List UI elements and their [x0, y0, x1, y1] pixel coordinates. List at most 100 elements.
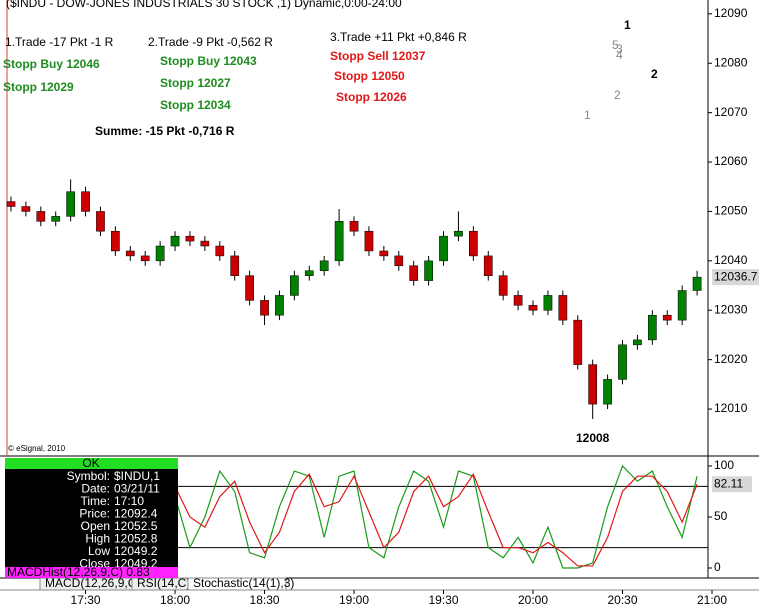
annotation: Stopp Sell 12037: [330, 49, 426, 63]
annotation: Stopp 12027: [160, 76, 231, 90]
annotation: Stopp 12026: [336, 90, 407, 104]
y-tick-label: 100: [714, 458, 734, 472]
annotation: 2.Trade -9 Pkt -0,562 R: [148, 35, 273, 49]
status-bar: [5, 458, 178, 469]
annotation: Stopp 12034: [160, 98, 231, 112]
tab-label[interactable]: Stochastic(14(1),3): [193, 576, 294, 590]
annotation: 5: [612, 38, 619, 52]
last-price-label: 12036.7: [714, 269, 758, 283]
tab-label[interactable]: MACD(12,26,9,C): [45, 576, 140, 590]
candle-body: [155, 245, 165, 262]
candle-body: [334, 221, 344, 262]
candle-body: [260, 300, 269, 316]
annotation: Stopp Buy 12046: [3, 57, 100, 71]
x-tick-label: 20:30: [607, 593, 637, 607]
annotation: Stopp Buy 12043: [160, 54, 257, 68]
candle-body: [304, 270, 314, 276]
candle-body: [424, 260, 433, 281]
indicator-bar: [5, 567, 178, 578]
y-tick-label: 12010: [714, 401, 748, 415]
field-label: Symbol:: [67, 469, 110, 483]
candle-body: [513, 295, 523, 306]
candle-body: [633, 339, 642, 346]
candle-body: [603, 379, 612, 405]
field-value: $INDU,1: [114, 469, 160, 483]
candle-body: [573, 319, 583, 365]
field-value: 12092.4: [114, 507, 158, 521]
candle-body: [81, 191, 90, 212]
x-tick-label: 17:30: [71, 593, 101, 607]
tab-label[interactable]: RSI(14,C): [137, 576, 190, 590]
candle-body: [498, 275, 508, 296]
candle-body: [125, 250, 135, 257]
candle-body: [618, 344, 627, 380]
candle-body: [558, 295, 568, 321]
field-label: High: [85, 532, 110, 546]
candle-body: [36, 211, 46, 222]
last-price-box: [712, 269, 759, 286]
x-tick-label: 18:00: [160, 593, 190, 607]
y-tick-label: 12090: [714, 6, 748, 20]
annotation: 4: [616, 48, 623, 62]
annotation: 1: [624, 18, 631, 32]
candle-body: [528, 305, 538, 311]
candle-body: [379, 250, 389, 257]
field-label: Time:: [80, 494, 110, 508]
candle-body: [66, 191, 75, 217]
window-title: ($INDU - DOW-JONES INDUSTRIALS 30 STOCK …: [6, 0, 402, 10]
annotation: 3: [616, 42, 623, 56]
field-label: Date:: [81, 482, 110, 496]
y-tick-label: 0: [714, 560, 721, 574]
field-label: Price:: [79, 507, 110, 521]
y-tick-label: 12060: [714, 154, 748, 168]
candle-body: [319, 260, 329, 271]
candle-body: [96, 211, 105, 232]
status-text: OK: [82, 456, 99, 470]
copyright: © eSignal, 2010: [8, 444, 66, 453]
candle-body: [140, 255, 150, 262]
field-value: 12052.5: [114, 519, 158, 533]
candle-body: [439, 235, 448, 262]
candle-body: [483, 255, 493, 276]
candle-body: [364, 230, 374, 252]
x-tick-label: 20:00: [518, 593, 548, 607]
y-tick-label: 12080: [714, 55, 748, 69]
candle-body: [647, 314, 657, 341]
candle-body: [230, 255, 240, 276]
candle-body: [692, 276, 702, 291]
candle-body: [21, 206, 31, 212]
annotation: Summe: -15 Pkt -0,716 R: [95, 124, 235, 138]
annotation: Stopp 12050: [334, 69, 405, 83]
candle-body: [543, 295, 553, 311]
x-tick-label: 21:00: [697, 593, 727, 607]
x-tick-label: 19:00: [339, 593, 369, 607]
candle-body: [290, 275, 299, 296]
field-value: 17:10: [114, 494, 144, 508]
candle-body: [394, 255, 404, 267]
candle-body: [200, 240, 210, 247]
tab[interactable]: [187, 577, 287, 591]
annotation: 2: [651, 67, 658, 81]
x-tick-label: 18:30: [250, 593, 280, 607]
candle-body: [185, 235, 195, 242]
candle-body: [588, 364, 598, 405]
last-value-label: 82.11: [714, 476, 743, 490]
y-tick-label: 12050: [714, 204, 748, 218]
data-window-bg: [5, 458, 178, 578]
field-label: Low: [88, 544, 110, 558]
candle-body: [215, 245, 225, 257]
candle-body: [245, 275, 254, 301]
tabs: MACD(12,26,9,C)RSI(14,C) Stochastic(14(1)…: [39, 576, 294, 591]
annotation: Stopp 12029: [3, 80, 74, 94]
field-value: 12052.8: [114, 532, 158, 546]
y-tick-label: 12070: [714, 105, 748, 119]
field-value: 03/21/11: [114, 482, 160, 496]
field-value: 12049.2: [114, 544, 158, 558]
candle-body: [111, 230, 120, 252]
candle-body: [677, 290, 687, 321]
y-tick-label: 50: [714, 509, 728, 523]
candle-body: [275, 295, 284, 316]
indicator-label: MACDHist(12,26,9,C) 0.83: [7, 565, 150, 579]
x-tick-label: 19:30: [429, 593, 459, 607]
